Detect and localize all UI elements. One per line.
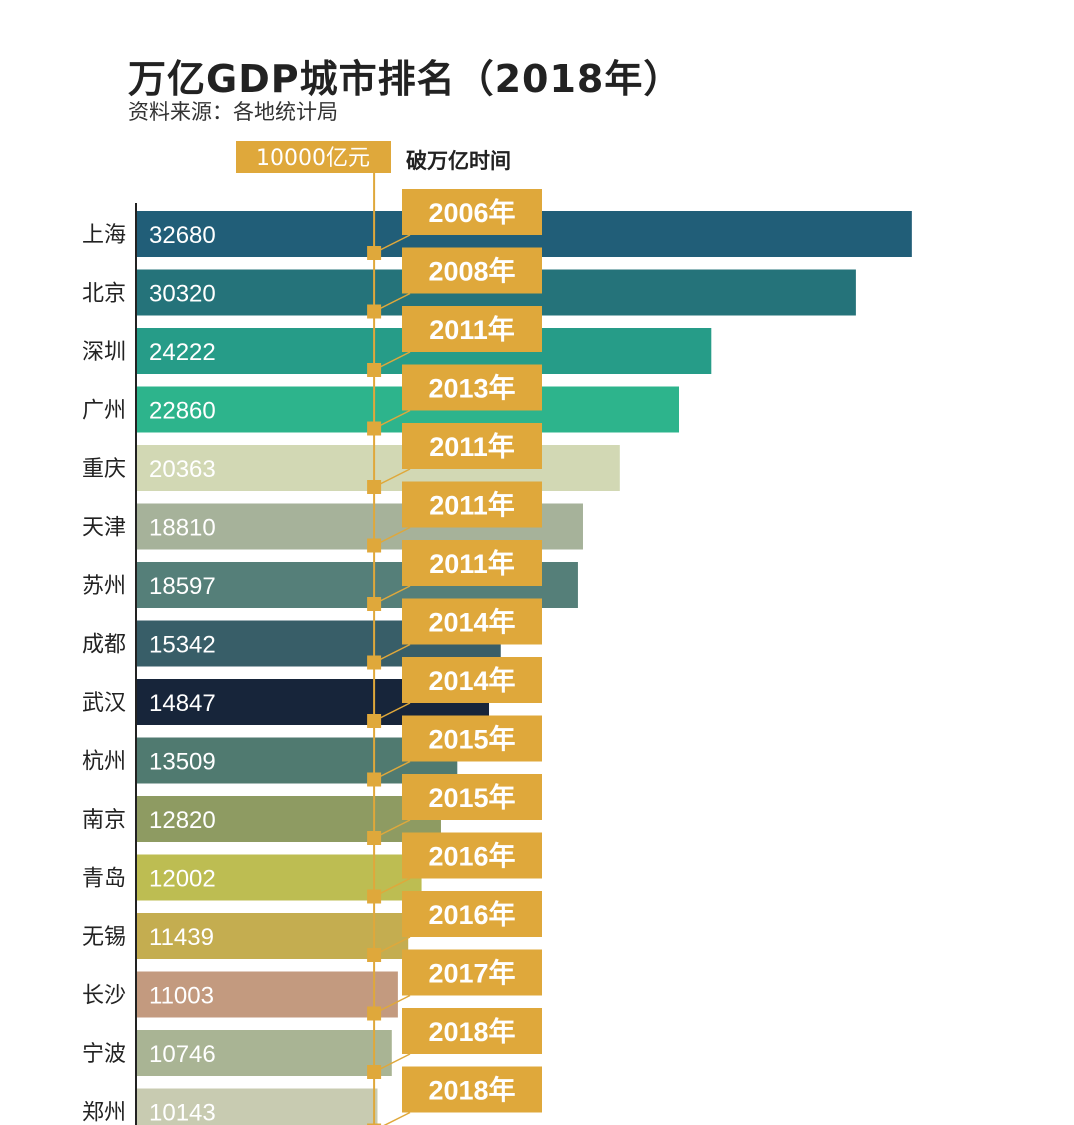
value-label: 11003: [149, 983, 214, 1010]
year-marker: [367, 421, 382, 436]
year-marker: [367, 304, 382, 319]
category-label: 成都: [82, 633, 126, 658]
year-marker: [367, 714, 382, 728]
value-label: 18810: [149, 515, 216, 542]
reference-label: 10000亿元: [256, 146, 370, 171]
year-marker: [367, 889, 382, 904]
category-label: 北京: [82, 282, 126, 307]
year-label: 2008年: [428, 256, 515, 287]
value-label: 30320: [149, 281, 216, 308]
value-label: 14847: [149, 690, 216, 717]
year-marker: [367, 772, 382, 787]
category-label: 上海: [82, 223, 126, 248]
category-label: 深圳: [82, 340, 126, 365]
category-label: 郑州: [82, 1101, 126, 1125]
chart-title: 万亿GDP城市排名（2018年）: [128, 57, 683, 101]
value-label: 24222: [149, 339, 216, 366]
category-label: 南京: [82, 808, 126, 833]
year-label: 2017年: [428, 958, 515, 989]
value-label: 12002: [149, 866, 216, 893]
value-label: 32680: [149, 222, 216, 249]
bar: [137, 1088, 378, 1125]
bar: [137, 796, 441, 842]
year-marker: [367, 480, 382, 494]
year-box: [402, 774, 542, 820]
year-box: [402, 481, 542, 528]
value-label: 10143: [149, 1100, 216, 1125]
value-label: 15342: [149, 632, 216, 659]
year-box: [402, 891, 542, 937]
year-label: 2011年: [429, 431, 515, 462]
year-label: 2013年: [428, 373, 515, 404]
year-box: [402, 715, 542, 762]
year-label: 2014年: [428, 665, 515, 696]
chart-subtitle: 资料来源：各地统计局: [128, 100, 338, 124]
year-label: 2011年: [429, 490, 515, 521]
value-label: 18597: [149, 573, 216, 600]
value-label: 10746: [149, 1041, 216, 1068]
year-label: 2018年: [428, 1075, 515, 1106]
year-label: 2015年: [428, 782, 515, 813]
year-box: [402, 1008, 542, 1054]
year-box: [402, 657, 542, 703]
value-label: 13509: [149, 749, 216, 776]
category-label: 青岛: [82, 867, 126, 892]
category-label: 杭州: [82, 750, 126, 775]
bar: [137, 971, 398, 1018]
year-label: 2018年: [428, 1016, 515, 1047]
year-box: [402, 247, 542, 294]
year-marker: [367, 363, 382, 377]
year-label: 2015年: [428, 724, 515, 755]
reference-label-box: [236, 141, 391, 173]
value-label: 11439: [149, 924, 214, 951]
value-label: 22860: [149, 398, 216, 425]
year-label: 2011年: [429, 548, 515, 579]
year-box: [402, 598, 542, 645]
category-label: 苏州: [82, 574, 126, 599]
year-marker: [367, 538, 382, 553]
year-marker: [367, 1006, 382, 1021]
year-marker: [367, 246, 382, 260]
year-box: [402, 1066, 542, 1113]
value-label: 20363: [149, 456, 216, 483]
bar: [137, 913, 409, 959]
year-marker: [367, 597, 382, 611]
year-box: [402, 540, 542, 586]
category-label: 重庆: [82, 457, 126, 482]
year-marker: [367, 948, 382, 962]
category-label: 天津: [82, 516, 126, 541]
year-column-header: 破万亿时间: [406, 149, 511, 173]
year-box: [402, 189, 542, 235]
category-label: 广州: [82, 399, 126, 424]
category-label: 长沙: [82, 984, 126, 1009]
year-label: 2016年: [428, 899, 515, 930]
year-box: [402, 306, 542, 352]
value-label: 12820: [149, 807, 216, 834]
year-box: [402, 949, 542, 996]
year-label: 2011年: [429, 314, 515, 345]
category-label: 宁波: [82, 1042, 126, 1067]
year-marker: [367, 831, 382, 845]
year-label: 2014年: [428, 607, 515, 638]
year-marker: [367, 1123, 382, 1125]
year-marker: [367, 1065, 382, 1079]
category-label: 无锡: [82, 925, 126, 950]
year-marker: [367, 655, 382, 670]
year-label: 2016年: [428, 841, 515, 872]
category-label: 武汉: [82, 691, 126, 716]
year-connector: [383, 1111, 411, 1125]
year-label: 2006年: [428, 197, 515, 228]
year-box: [402, 423, 542, 469]
bar: [137, 1030, 392, 1076]
year-box: [402, 832, 542, 879]
year-box: [402, 364, 542, 411]
